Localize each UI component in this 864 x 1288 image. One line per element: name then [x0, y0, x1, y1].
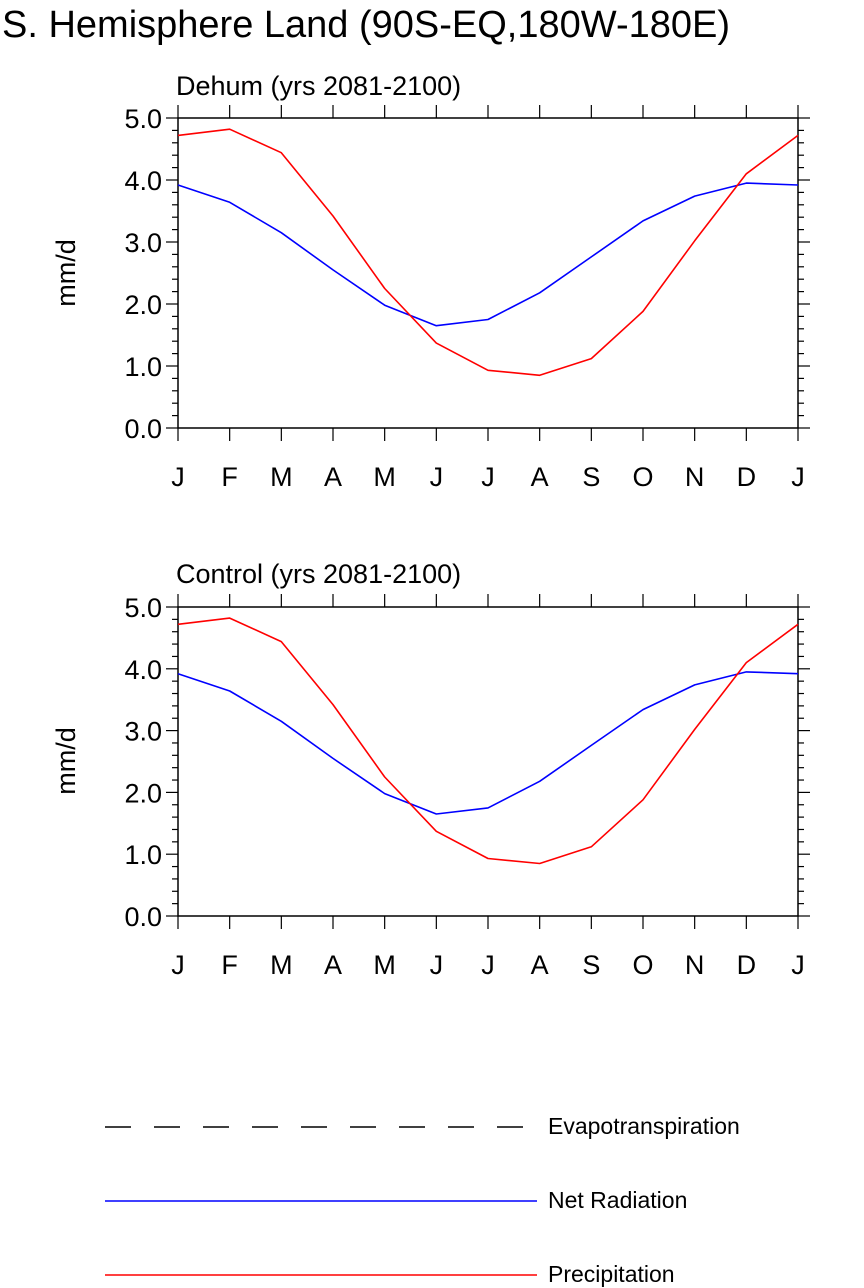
legend-label-net-radiation: Net Radiation — [548, 1187, 687, 1213]
y-tick-label: 3.0 — [124, 228, 162, 258]
x-tick-label: S — [582, 462, 600, 492]
x-tick-label: J — [430, 950, 444, 980]
x-tick-label: D — [737, 950, 757, 980]
x-tick-label: O — [632, 462, 653, 492]
x-tick-label: A — [324, 462, 342, 492]
y-tick-label: 0.0 — [124, 902, 162, 932]
x-tick-label: D — [737, 462, 757, 492]
x-tick-label: M — [270, 950, 293, 980]
y-tick-label: 4.0 — [124, 166, 162, 196]
x-tick-label: J — [171, 950, 185, 980]
x-tick-label: O — [632, 950, 653, 980]
x-tick-label: J — [430, 462, 444, 492]
x-tick-label: M — [373, 950, 396, 980]
x-tick-label: A — [531, 462, 549, 492]
x-tick-label: J — [171, 462, 185, 492]
page-title: S. Hemisphere Land (90S-EQ,180W-180E) — [2, 4, 730, 46]
y-tick-label: 1.0 — [124, 840, 162, 870]
y-tick-label: 3.0 — [124, 717, 162, 747]
y-tick-label: 1.0 — [124, 352, 162, 382]
series-line-precipitation-dehum — [177, 128, 799, 377]
y-axis-label-control: mm/d — [51, 727, 81, 795]
x-tick-label: J — [481, 950, 495, 980]
x-tick-label: J — [481, 462, 495, 492]
plot-frame — [177, 606, 799, 917]
x-tick-label: F — [221, 462, 238, 492]
legend: Evapotranspiration Net Radiation Precipita… — [105, 1113, 740, 1287]
y-tick-label: 5.0 — [124, 593, 162, 623]
chart-panel-dehum: Dehum (yrs 2081-2100) mm/d 0.0 1.0 2.0 3.0 4… — [51, 71, 810, 492]
x-tick-label: M — [373, 462, 396, 492]
chart-title-dehum: Dehum (yrs 2081-2100) — [176, 71, 461, 101]
x-tick-label: N — [685, 462, 705, 492]
plot-frame — [177, 117, 799, 429]
x-tick-label: F — [221, 950, 238, 980]
y-tick-label: 2.0 — [124, 778, 162, 808]
y-tick-label: 2.0 — [124, 290, 162, 320]
legend-label-precipitation: Precipitation — [548, 1261, 675, 1287]
series-line-precipitation-control — [177, 617, 799, 865]
y-axis-label-dehum: mm/d — [51, 239, 81, 307]
x-tick-label: A — [531, 950, 549, 980]
x-tick-label: N — [685, 950, 705, 980]
chart-title-control: Control (yrs 2081-2100) — [176, 559, 461, 589]
chart-panel-control: Control (yrs 2081-2100) mm/d 0.0 1.0 2.0 3.… — [51, 559, 810, 980]
series-line-net-radiation-control — [177, 671, 799, 815]
x-tick-label: A — [324, 950, 342, 980]
plot-area-dehum: 0.0 1.0 2.0 3.0 4.0 5.0 J F M A M J J A S O N D J — [124, 104, 810, 492]
x-tick-label: J — [791, 462, 805, 492]
y-tick-label: 0.0 — [124, 414, 162, 444]
x-tick-label: S — [582, 950, 600, 980]
series-line-net-radiation-dehum — [177, 182, 799, 327]
y-tick-label: 4.0 — [124, 655, 162, 685]
legend-label-evapotranspiration: Evapotranspiration — [548, 1113, 740, 1139]
x-tick-label: M — [270, 462, 293, 492]
y-tick-label: 5.0 — [124, 104, 162, 134]
x-tick-label: J — [791, 950, 805, 980]
plot-area-control: 0.0 1.0 2.0 3.0 4.0 5.0 J F M A M J J A S O N D J — [124, 593, 810, 980]
